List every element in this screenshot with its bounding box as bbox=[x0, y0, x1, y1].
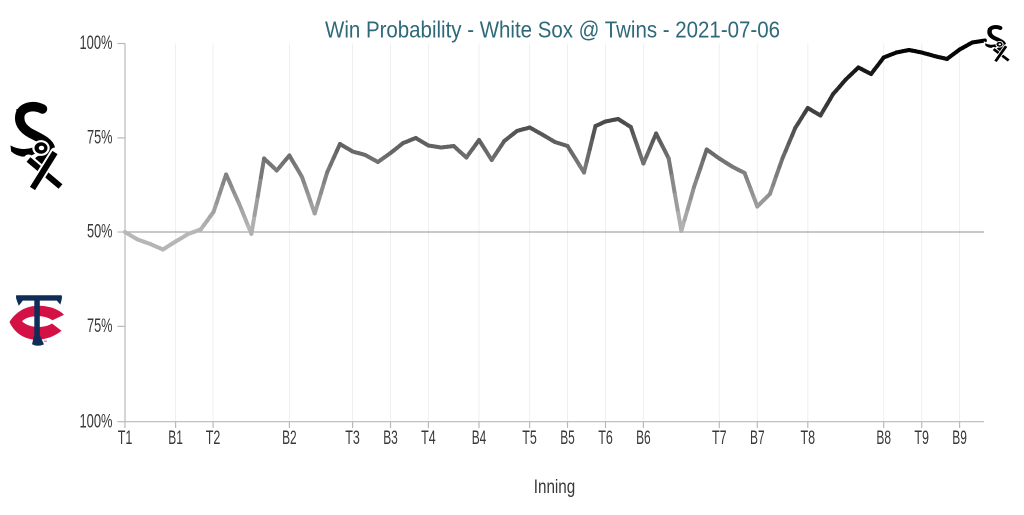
svg-text:T9: T9 bbox=[914, 428, 929, 449]
svg-text:T4: T4 bbox=[421, 428, 436, 449]
svg-text:T2: T2 bbox=[206, 428, 221, 449]
svg-text:B7: B7 bbox=[750, 428, 765, 449]
svg-text:B5: B5 bbox=[560, 428, 575, 449]
svg-text:B2: B2 bbox=[282, 428, 297, 449]
svg-text:100%: 100% bbox=[80, 33, 113, 54]
svg-text:B9: B9 bbox=[952, 428, 967, 449]
svg-text:T3: T3 bbox=[345, 428, 360, 449]
svg-text:T6: T6 bbox=[598, 428, 613, 449]
svg-text:75%: 75% bbox=[87, 128, 113, 149]
svg-text:100%: 100% bbox=[80, 411, 113, 432]
svg-text:B6: B6 bbox=[636, 428, 651, 449]
svg-text:T5: T5 bbox=[522, 428, 537, 449]
svg-text:B8: B8 bbox=[876, 428, 891, 449]
svg-text:B3: B3 bbox=[383, 428, 398, 449]
svg-text:T1: T1 bbox=[118, 428, 133, 449]
svg-text:Inning: Inning bbox=[534, 477, 576, 498]
svg-text:Win Probability - White Sox @: Win Probability - White Sox @ Twins - 20… bbox=[325, 17, 780, 43]
svg-text:T7: T7 bbox=[712, 428, 727, 449]
svg-text:B1: B1 bbox=[168, 428, 183, 449]
svg-text:50%: 50% bbox=[87, 222, 113, 243]
svg-text:B4: B4 bbox=[472, 428, 487, 449]
svg-text:T8: T8 bbox=[801, 428, 816, 449]
svg-text:75%: 75% bbox=[87, 316, 113, 337]
